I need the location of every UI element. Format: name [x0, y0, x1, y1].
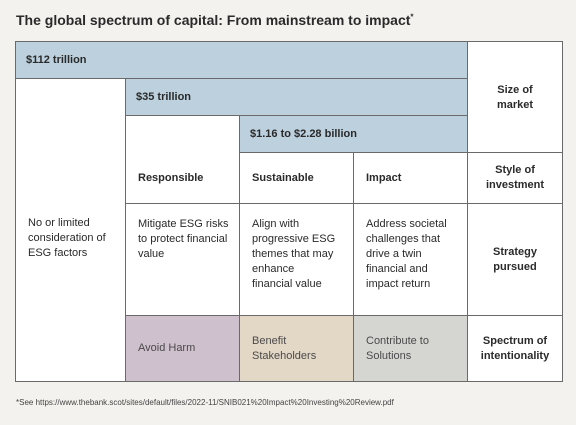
row-label-strategy-pursued: Strategy pursued: [468, 204, 562, 315]
band-112-trillion: $112 trillion: [16, 42, 468, 79]
footnote: *See https://www.thebank.scot/sites/defa…: [16, 398, 394, 407]
row-label-spectrum-text: Spectrum of intentionality: [480, 334, 550, 362]
row-label-size-of-market: Size of market: [472, 79, 558, 116]
column-header-sustainable: Sustainable: [252, 172, 314, 184]
divider: [468, 152, 562, 153]
capital-spectrum-table: $112 trillion $35 trillion $1.16 to $2.2…: [15, 41, 563, 382]
intent-benefit-stakeholders: Benefit Stakeholders: [240, 316, 354, 381]
footnote-link[interactable]: https://www.thebank.scot/sites/default/f…: [35, 398, 394, 407]
divider: [126, 315, 562, 316]
intent-contribute-to-solutions-text: Contribute to Solutions: [366, 334, 429, 362]
band-1-16-to-2-28-billion: $1.16 to $2.28 billion: [240, 116, 468, 153]
title-footnote-mark: *: [410, 12, 414, 22]
intent-avoid-harm-text: Avoid Harm: [138, 342, 196, 354]
intent-benefit-stakeholders-text: Benefit Stakeholders: [252, 334, 317, 362]
divider: [239, 116, 240, 381]
intent-avoid-harm: Avoid Harm: [126, 316, 240, 381]
intent-contribute-to-solutions: Contribute to Solutions: [354, 316, 468, 381]
divider: [125, 79, 126, 381]
strategy-responsible: Mitigate ESG risks to protect financial …: [138, 218, 229, 260]
left-note: No or limited consideration of ESG facto…: [28, 217, 106, 259]
divider: [353, 153, 354, 381]
divider: [467, 42, 468, 381]
row-label-spectrum-of-intentionality: Spectrum of intentionality: [468, 316, 562, 381]
row-label-style-text: Style of investment: [485, 164, 545, 191]
footnote-prefix: *See: [16, 398, 36, 407]
divider: [126, 203, 562, 204]
title-text: The global spectrum of capital: From mai…: [16, 12, 411, 28]
row-label-style-of-investment: Style of investment: [468, 153, 562, 203]
page-title: The global spectrum of capital: From mai…: [16, 12, 414, 28]
row-label-strategy-text: Strategy pursued: [492, 245, 538, 273]
column-header-impact: Impact: [366, 172, 402, 184]
strategy-sustainable: Align with progressive ESG themes that m…: [252, 218, 336, 290]
row-label-size-text: Size of market: [496, 83, 534, 111]
strategy-impact: Address societal challenges that drive a…: [366, 218, 447, 290]
column-header-responsible: Responsible: [138, 172, 204, 184]
band-35-trillion: $35 trillion: [126, 79, 468, 116]
